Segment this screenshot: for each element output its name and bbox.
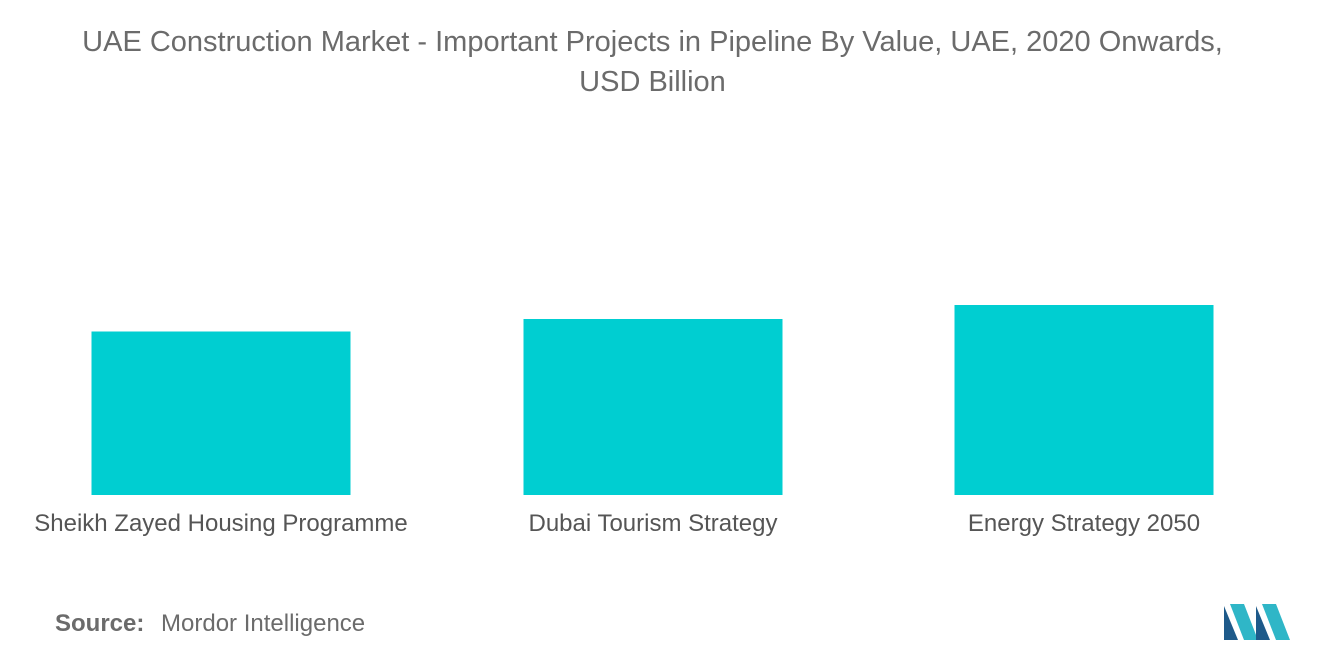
mordor-intelligence-logo-icon — [1224, 604, 1290, 640]
chart-title-line-2: USD Billion — [579, 66, 726, 98]
category-labels-group: Sheikh Zayed Housing Programme Dubai Tour… — [34, 510, 1200, 537]
category-label-1: Sheikh Zayed Housing Programme — [34, 510, 408, 537]
chart-title: UAE Construction Market - Important Proj… — [20, 22, 1285, 102]
category-label-2: Dubai Tourism Strategy — [529, 510, 778, 537]
chart-title-line-1: UAE Construction Market - Important Proj… — [82, 26, 1223, 58]
source-text: Mordor Intelligence — [161, 610, 366, 637]
category-label-3: Energy Strategy 2050 — [968, 510, 1200, 537]
bar-2 — [523, 319, 783, 495]
source-note: Source: Mordor Intelligence — [55, 610, 365, 638]
bar-1 — [91, 331, 351, 495]
source-label: Source: — [55, 610, 145, 637]
bars-group — [91, 305, 1214, 495]
bar-3 — [954, 305, 1214, 495]
